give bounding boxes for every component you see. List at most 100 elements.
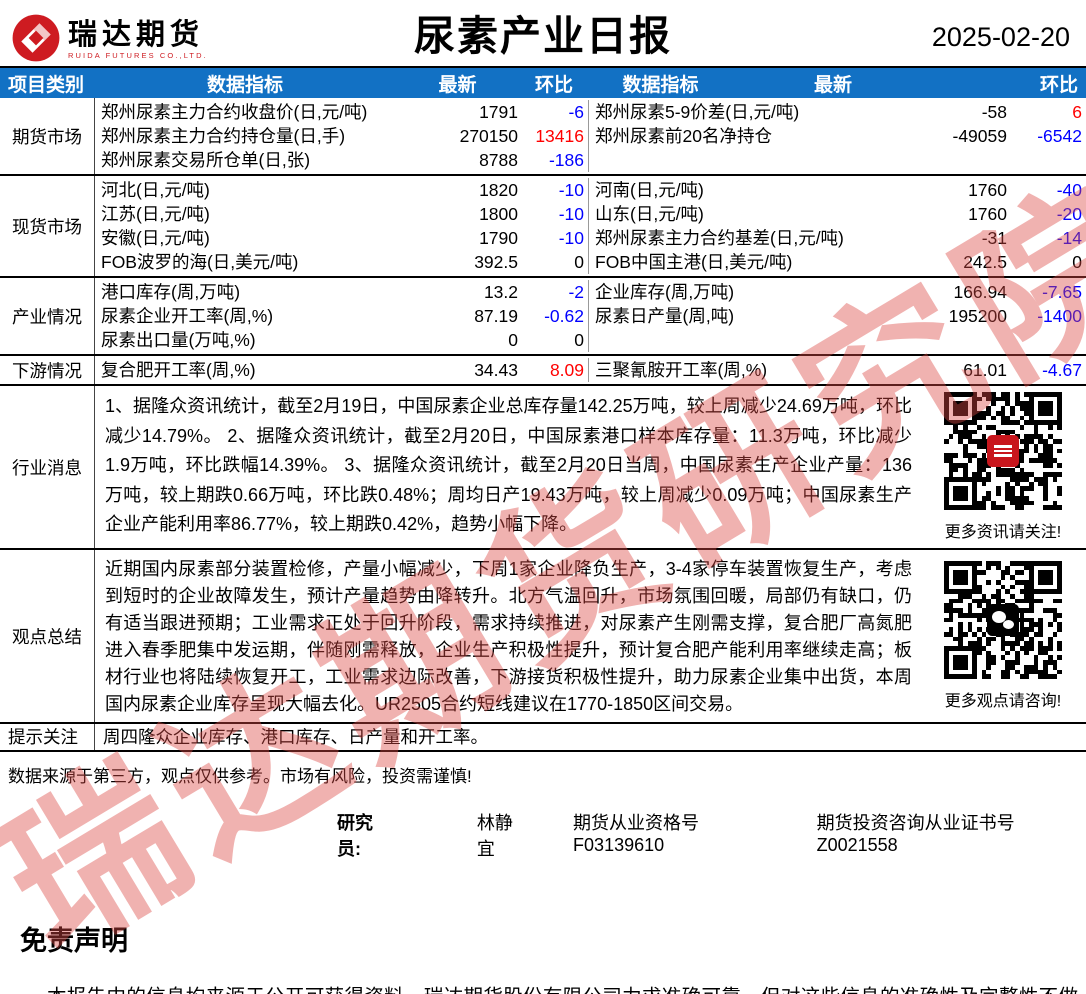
tips-text: 周四隆众企业库存、港口库存、日产量和开工率。 xyxy=(103,727,488,747)
indicator-cell: 港口库存(周,万吨) xyxy=(101,282,241,302)
latest-cell: 270150 xyxy=(459,126,518,146)
company-name: 瑞达期货 xyxy=(68,19,205,51)
change-cell: -4.67 xyxy=(1042,360,1082,380)
indicator-cell: FOB中国主港(日,美元/吨) xyxy=(595,252,793,272)
change-cell: 8.09 xyxy=(549,360,584,380)
table-section: 期货市场 郑州尿素主力合约收盘价(日,元/吨) 1791 -6 郑州尿素5-9价差(日,… xyxy=(0,98,1086,174)
wechat-icon xyxy=(987,604,1019,636)
category-label: 下游情况 xyxy=(0,356,95,384)
indicator-cell: 郑州尿素前20名净持仓 xyxy=(595,126,772,146)
row-half: 郑州尿素主力合约持仓量(日,手) 270150 13416 xyxy=(95,124,588,148)
indicator-cell: 江苏(日,元/吨) xyxy=(101,204,210,224)
latest-cell: 392.5 xyxy=(474,252,518,272)
latest-cell: 195200 xyxy=(948,306,1007,326)
change-cell: -0.62 xyxy=(544,306,584,326)
latest-cell: -31 xyxy=(981,228,1007,248)
researcher-cert2: 期货投资咨询从业证书号Z0021558 xyxy=(816,813,1015,855)
category-label: 观点总结 xyxy=(0,550,95,722)
indicator-cell: 企业库存(周,万吨) xyxy=(595,282,735,302)
category-label: 行业消息 xyxy=(0,386,95,548)
news-qr-block: 更多资讯请关注! xyxy=(920,386,1086,548)
row-half: 河北(日,元/吨) 1820 -10 xyxy=(95,178,588,202)
table-section: 下游情况 复合肥开工率(周,%) 34.43 8.09 三聚氰胺开工率(周,%) 61.0… xyxy=(0,354,1086,384)
latest-cell: 1760 xyxy=(968,180,1007,200)
row-half: 尿素出口量(万吨,%) 0 0 xyxy=(95,328,588,352)
indicator-cell: 尿素企业开工率(周,%) xyxy=(101,306,274,326)
indicator-cell: 三聚氰胺开工率(周,%) xyxy=(595,360,768,380)
latest-cell xyxy=(869,328,1009,352)
company-name-en: RUIDA FUTURES CO.,LTD. xyxy=(68,51,208,60)
company-logo-icon xyxy=(12,14,60,62)
page-title: 尿素产业日报 xyxy=(414,13,672,59)
table-row: 郑州尿素主力合约收盘价(日,元/吨) 1791 -6 郑州尿素5-9价差(日,元/吨)… xyxy=(95,100,1086,124)
news-qr-caption: 更多资讯请关注! xyxy=(944,524,1062,541)
row-half: 企业库存(周,万吨) 166.94 -7.65 xyxy=(588,280,1086,304)
latest-cell: 61.01 xyxy=(963,360,1007,380)
row-half: FOB波罗的海(日,美元/吨) 392.5 0 xyxy=(95,250,588,274)
report-date: 2025-02-20 xyxy=(931,22,1070,52)
qr-center-logo xyxy=(987,435,1019,467)
viewpoint-row: 观点总结 近期国内尿素部分装置检修，产量小幅减少，下周1家企业降负生产，3-4家… xyxy=(0,548,1086,722)
change-cell: -186 xyxy=(548,150,584,170)
category-label: 产业情况 xyxy=(0,278,95,354)
row-half: 郑州尿素交易所仓单(日,张) 8788 -186 xyxy=(95,148,588,172)
change-cell xyxy=(1009,148,1086,172)
latest-cell: 1791 xyxy=(479,102,518,122)
viewpoint-qr-caption: 更多观点请咨询! xyxy=(944,693,1062,710)
col-header-change-left: 环比 xyxy=(534,74,573,96)
row-half: 港口库存(周,万吨) 13.2 -2 xyxy=(95,280,588,304)
table-row: FOB波罗的海(日,美元/吨) 392.5 0 FOB中国主港(日,美元/吨) 242.… xyxy=(95,250,1086,274)
indicator-cell: 郑州尿素主力合约持仓量(日,手) xyxy=(101,126,346,146)
change-cell: 13416 xyxy=(535,126,584,146)
viewpoint-qr-block: 更多观点请咨询! xyxy=(920,550,1086,722)
category-label: 提示关注 xyxy=(0,724,95,750)
latest-cell: 1800 xyxy=(479,204,518,224)
researcher-cert1: 期货从业资格号F03139610 xyxy=(573,813,700,855)
indicator-cell: 河北(日,元/吨) xyxy=(101,180,210,200)
researcher-line: 研究员: 林静宜 期货从业资格号F03139610 期货投资咨询从业证书号Z00… xyxy=(337,809,1086,861)
indicator-cell: 郑州尿素主力合约基差(日,元/吨) xyxy=(595,228,844,248)
change-cell: -10 xyxy=(558,204,584,224)
row-half xyxy=(588,328,1086,352)
table-section: 现货市场 河北(日,元/吨) 1820 -10 河南(日,元/吨) 1760 -40 江苏(日… xyxy=(0,174,1086,276)
category-label: 期货市场 xyxy=(0,98,95,174)
latest-cell: -49059 xyxy=(952,126,1008,146)
viewpoint-text: 近期国内尿素部分装置检修，产量小幅减少，下周1家企业降负生产，3-4家停车装置恢… xyxy=(105,559,912,714)
latest-cell: 34.43 xyxy=(474,360,518,380)
table-section: 产业情况 港口库存(周,万吨) 13.2 -2 企业库存(周,万吨) 166.94 -7.6… xyxy=(0,276,1086,354)
disclaimer-title: 免责声明 xyxy=(20,926,128,956)
row-half: 郑州尿素前20名净持仓 -49059 -6542 xyxy=(588,124,1086,148)
latest-cell: 87.19 xyxy=(474,306,518,326)
table-row: 郑州尿素主力合约持仓量(日,手) 270150 13416 郑州尿素前20名净持仓 -4… xyxy=(95,124,1086,148)
col-header-latest-right: 最新 xyxy=(813,74,852,96)
indicator-cell: 山东(日,元/吨) xyxy=(595,204,704,224)
row-half: 郑州尿素5-9价差(日,元/吨) -58 6 xyxy=(588,100,1086,124)
indicator-cell: 尿素出口量(万吨,%) xyxy=(101,330,256,350)
table-row: 江苏(日,元/吨) 1800 -10 山东(日,元/吨) 1760 -20 xyxy=(95,202,1086,226)
table-row: 安徽(日,元/吨) 1790 -10 郑州尿素主力合约基差(日,元/吨) -31 -14 xyxy=(95,226,1086,250)
table-row: 尿素企业开工率(周,%) 87.19 -0.62 尿素日产量(周,吨) 195200 -1… xyxy=(95,304,1086,328)
row-half: 复合肥开工率(周,%) 34.43 8.09 xyxy=(95,358,588,382)
latest-cell: 0 xyxy=(508,330,518,350)
row-half: 郑州尿素主力合约收盘价(日,元/吨) 1791 -6 xyxy=(95,100,588,124)
table-row: 郑州尿素交易所仓单(日,张) 8788 -186 xyxy=(95,148,1086,172)
indicator-cell xyxy=(589,148,869,172)
indicator-cell: 河南(日,元/吨) xyxy=(595,180,704,200)
section-rows: 港口库存(周,万吨) 13.2 -2 企业库存(周,万吨) 166.94 -7.65 尿素企… xyxy=(95,278,1086,354)
latest-cell: -58 xyxy=(981,102,1007,122)
company-logo: 瑞达期货 RUIDA FUTURES CO.,LTD. xyxy=(10,12,208,64)
change-cell: -10 xyxy=(558,180,584,200)
table-body: 期货市场 郑州尿素主力合约收盘价(日,元/吨) 1791 -6 郑州尿素5-9价差(日,… xyxy=(0,98,1086,384)
change-cell: -6542 xyxy=(1037,126,1082,146)
footnote: 数据来源于第三方，观点仅供参考。市场有风险，投资需谨慎! xyxy=(8,767,472,786)
row-half xyxy=(588,148,1086,172)
company-logo-text: 瑞达期货 RUIDA FUTURES CO.,LTD. xyxy=(68,12,208,60)
change-cell: 0 xyxy=(574,252,584,272)
category-label: 现货市场 xyxy=(0,176,95,276)
row-half: 河南(日,元/吨) 1760 -40 xyxy=(588,178,1086,202)
change-cell: 0 xyxy=(574,330,584,350)
data-table: 项目类别 数据指标 最新 环比 数据指标 最新 环比 期货市场 郑州尿素主力合约收… xyxy=(0,66,1086,752)
latest-cell xyxy=(869,148,1009,172)
researcher-name: 林静宜 xyxy=(476,813,513,859)
table-row: 尿素出口量(万吨,%) 0 0 xyxy=(95,328,1086,352)
